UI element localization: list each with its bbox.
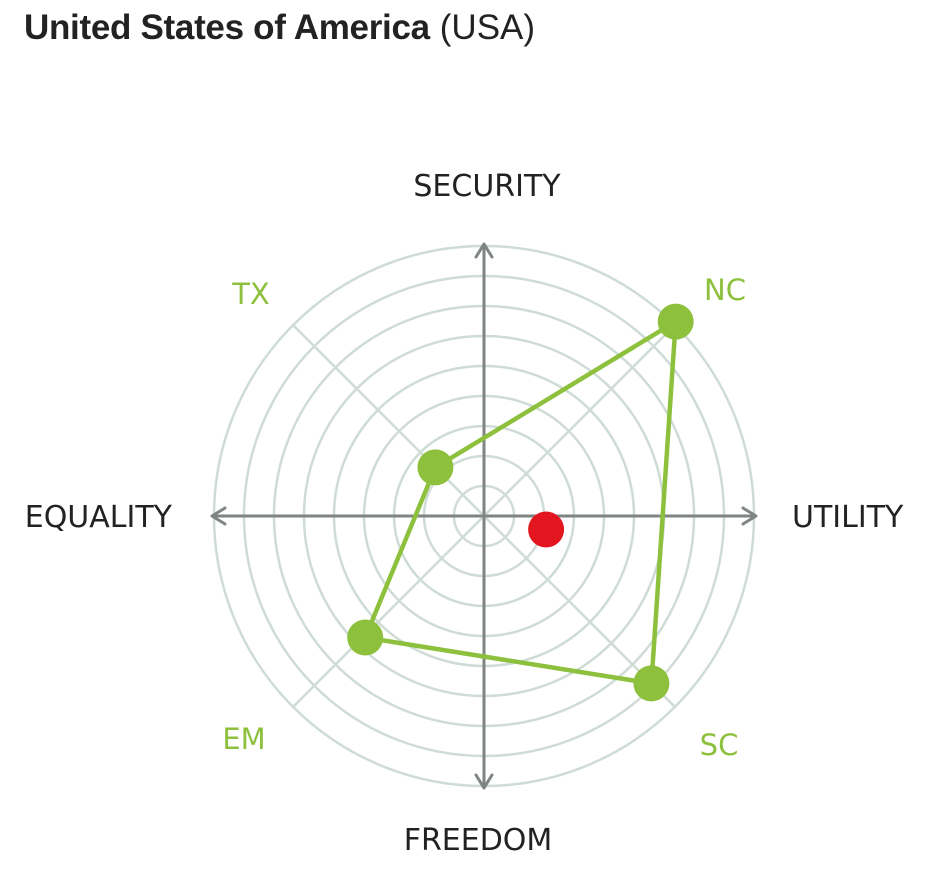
arrow-left-icon bbox=[210, 506, 227, 526]
chart-labels: SECURITY UTILITY FREEDOM EQUALITY NC SC … bbox=[25, 169, 904, 858]
country-name: United States of America bbox=[24, 8, 430, 47]
quadrant-label-sc: SC bbox=[700, 728, 739, 762]
point-nc bbox=[657, 303, 694, 340]
axis-label-security: SECURITY bbox=[413, 169, 561, 204]
quadrant-label-tx: TX bbox=[231, 277, 270, 311]
country-code: (USA) bbox=[439, 8, 536, 47]
axis-label-equality: EQUALITY bbox=[25, 500, 173, 535]
page-title: United States of America (USA) bbox=[24, 8, 535, 48]
quadrant-label-nc: NC bbox=[704, 273, 746, 307]
quadrant-label-em: EM bbox=[222, 722, 265, 756]
arrow-right-icon bbox=[741, 506, 758, 526]
arrow-up-icon bbox=[474, 242, 494, 259]
point-sc bbox=[633, 665, 670, 702]
polygon-layer bbox=[347, 303, 694, 702]
chart-axes bbox=[210, 242, 758, 790]
arrow-down-icon bbox=[474, 773, 494, 790]
axis-label-freedom: FREEDOM bbox=[404, 823, 553, 858]
point-tx bbox=[417, 449, 454, 486]
point-em bbox=[347, 619, 384, 656]
center-point bbox=[528, 511, 565, 548]
axis-label-utility: UTILITY bbox=[792, 500, 904, 535]
